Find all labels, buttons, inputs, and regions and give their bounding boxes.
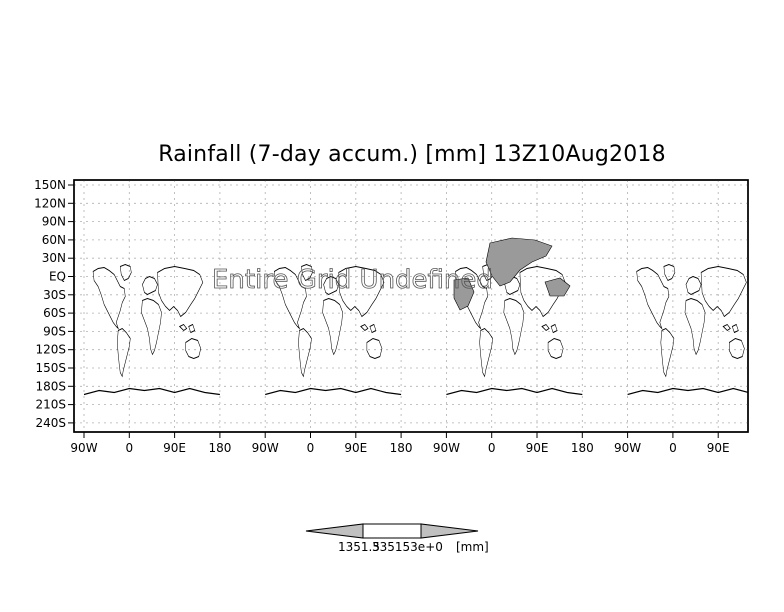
y-tick-label: 30N (42, 251, 66, 265)
x-tick-label: 180 (390, 441, 413, 455)
y-tick-label: 60S (43, 306, 66, 320)
rainfall-shading (453, 237, 571, 311)
x-tick-label: 0 (125, 441, 133, 455)
y-axis-labels: 150N 120N 90N 60N 30N EQ 30S 60S 90S 120S 150S 180S… (34, 178, 74, 430)
colorbar-value-1: 1351.5 (338, 540, 380, 554)
y-tick-label: 30S (43, 288, 66, 302)
x-tick-label: 90W (252, 441, 279, 455)
y-tick-label: 120N (34, 196, 66, 210)
colorbar-middle-box (362, 523, 422, 539)
x-tick-label: 180 (571, 441, 594, 455)
x-tick-label: 180 (208, 441, 231, 455)
x-tick-label: 0 (669, 441, 677, 455)
x-tick-label: 90W (433, 441, 460, 455)
y-tick-label: 150S (35, 361, 66, 375)
world-map-copy (0, 265, 39, 395)
x-tick-label: 90E (163, 441, 186, 455)
x-tick-label: 90E (344, 441, 367, 455)
colorbar-value-label: 1351.5335153e+0 (338, 540, 443, 554)
x-tick-label: 90W (70, 441, 97, 455)
y-tick-label: 150N (34, 178, 66, 192)
x-axis-labels: 90W 0 90E 180 90W 0 90E 180 90W 0 90E 180 90W 0 90E (70, 432, 730, 455)
y-tick-label: 60N (42, 233, 66, 247)
watermark-text: Entire Grid Undefined (212, 265, 493, 295)
x-tick-label: 90W (614, 441, 641, 455)
colorbar-left-triangle (305, 523, 364, 539)
y-tick-label: 210S (35, 398, 66, 412)
grid-lines (74, 180, 748, 432)
x-tick-label: 90E (707, 441, 730, 455)
x-tick-label: 90E (526, 441, 549, 455)
colorbar (305, 523, 479, 539)
y-tick-label: 180S (35, 379, 66, 393)
x-tick-label: 0 (488, 441, 496, 455)
map-title: Rainfall (7-day accum.) [mm] 13Z10Aug201… (158, 142, 666, 167)
x-tick-label: 0 (307, 441, 315, 455)
y-tick-label: 240S (35, 416, 66, 430)
colorbar-value-2: 335153e+0 (372, 540, 443, 554)
colorbar-right-triangle (420, 523, 479, 539)
plot-frame (73, 179, 749, 433)
y-tick-label: 90S (43, 324, 66, 338)
y-tick-label: 90N (42, 215, 66, 229)
y-tick-label: 120S (35, 343, 66, 357)
y-tick-label: EQ (49, 270, 66, 284)
colorbar-unit: [mm] (456, 540, 489, 554)
